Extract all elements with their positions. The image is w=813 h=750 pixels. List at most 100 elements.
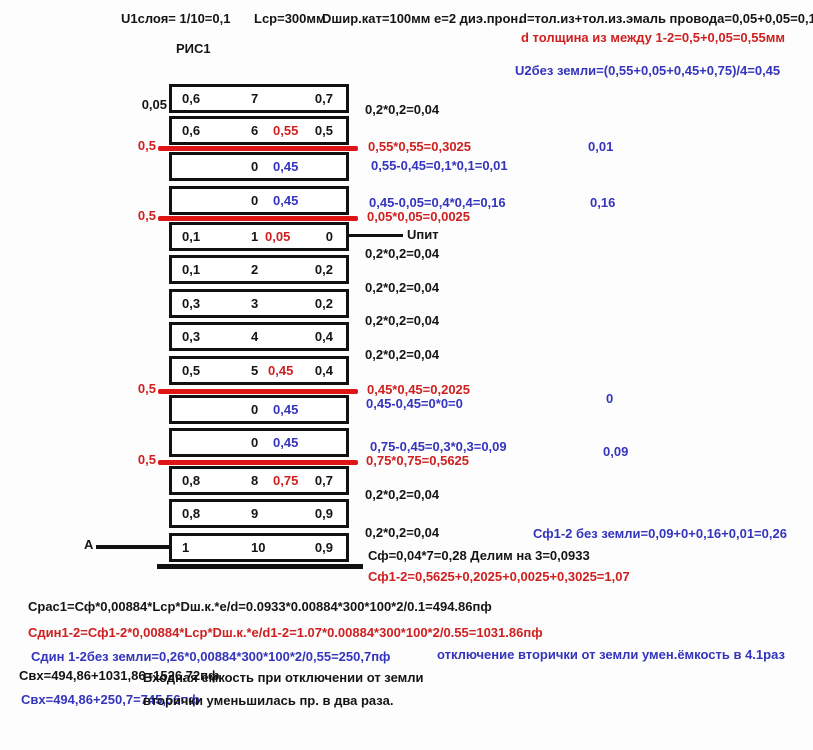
layer-value-right: 0,4: [314, 363, 333, 378]
layer-value-right: 0,5: [314, 123, 333, 138]
layer-number: 10: [251, 540, 266, 555]
layer-value-left: 0,8: [182, 506, 201, 521]
layer-value-left: 0,6: [182, 123, 201, 138]
d-thickness-note: d толщина из между 1-2=0,5+0,05=0,55мм: [521, 30, 785, 45]
half-mm-label-4: 0,5: [137, 452, 156, 467]
annotation: 0,2*0,2=0,04: [365, 487, 440, 502]
spacer-box-3: 0 0,45: [169, 395, 349, 424]
layer-value-extra: 0,75: [273, 473, 299, 488]
figure-title: РИС1: [176, 41, 211, 56]
layer-value-right: 0: [325, 229, 333, 244]
layer-value-left: 0,5: [182, 363, 201, 378]
partial-result: 0,16: [590, 195, 616, 210]
disconnect-note: отключение вторички от земли умен.ёмкост…: [437, 647, 785, 662]
annotation: 0,2*0,2=0,04: [365, 102, 440, 117]
cdyn12-formula: Сдин1-2=Сф1-2*0,00884*Lср*Dш.к.*е/d1-2=1…: [28, 625, 543, 640]
annotation: 0,55-0,45=0,1*0,1=0,01: [371, 158, 508, 173]
half-mm-label-2: 0,5: [137, 208, 156, 223]
layer-value-left: 0,3: [182, 296, 201, 311]
partial-result: 0,09: [603, 444, 629, 459]
annotation: 0,75-0,45=0,3*0,3=0,09: [370, 439, 507, 454]
layer-value-extra: 0,55: [273, 123, 299, 138]
layer-value-left: 0,8: [182, 473, 201, 488]
layer-value-extra: 0,45: [273, 193, 299, 208]
layer-box-1: 0,1 1 0,05 0: [169, 222, 349, 251]
annotation: 0,75*0,75=0,5625: [366, 453, 470, 468]
annotation: 0,2*0,2=0,04: [365, 280, 440, 295]
layer-box-5: 0,5 5 0,45 0,4: [169, 356, 349, 385]
u2-no-ground-note: U2без земли=(0,55+0,05+0,45+0,75)/4=0,45: [515, 63, 781, 78]
annotation: 0,2*0,2=0,04: [365, 246, 440, 261]
annotation: 0,55*0,55=0,3025: [368, 139, 472, 154]
layer-value-left: 1: [182, 540, 190, 555]
layer-value-right: 0,7: [314, 91, 333, 106]
annotation: 0,45-0,45=0*0=0: [366, 396, 463, 411]
layer-value-extra: 0,45: [273, 159, 299, 174]
layer-value-extra: 0,45: [268, 363, 294, 378]
layer-box-3: 0,3 3 0,2: [169, 289, 349, 318]
layer-number: 0: [251, 159, 259, 174]
layer-box-2: 0,1 2 0,2: [169, 255, 349, 284]
layer-number: 7: [251, 91, 259, 106]
cdyn12-no-ground-formula: Сдин 1-2без земли=0,26*0,00884*300*100*2…: [31, 649, 391, 664]
conclusion-note-line2: вторички уменьшилась пр. в два раза.: [143, 693, 394, 708]
layer-value-left: 0,6: [182, 91, 201, 106]
layer-value-extra: 0,05: [265, 229, 291, 244]
layer-number: 6: [251, 123, 259, 138]
lcp-label: Lср=300мм: [254, 11, 326, 26]
layer-box-6: 0,6 6 0,55 0,5: [169, 116, 349, 145]
layer-value-left: 0,1: [182, 262, 201, 277]
partial-result: 0: [606, 391, 614, 406]
layer-value-left: 0,1: [182, 229, 201, 244]
partial-result: 0,01: [588, 139, 614, 154]
d-insulation-label: d=тол.из+тол.из.эмаль провода=0,05+0,05=…: [519, 11, 813, 26]
layer-number: 2: [251, 262, 259, 277]
layer-box-7: 0,6 7 0,7: [169, 84, 349, 113]
annotation: 0,2*0,2=0,04: [365, 347, 440, 362]
layer-box-10: 1 10 0,9: [169, 533, 349, 562]
ground-line: [157, 564, 363, 569]
layer-number: 4: [251, 329, 259, 344]
cras1-formula: Срас1=Сф*0,00884*Lср*Dш.к.*е/d=0.0933*0.…: [28, 599, 492, 614]
annotation: 0,45*0,45=0,2025: [367, 382, 471, 397]
layer-number: 3: [251, 296, 259, 311]
coil-width-label: Dшир.кат=100мм: [322, 11, 431, 26]
conclusion-note-line1: Входная ёмкость при отключении от земли: [143, 670, 424, 685]
layer-box-8: 0,8 8 0,75 0,7: [169, 466, 349, 495]
spacer-box-1: 0 0,45: [169, 152, 349, 181]
cvx-formula: Свх=494,86+1031,86=1526,72пф: [19, 668, 220, 683]
a-lead-line: [96, 545, 169, 549]
gap-thickness-label: 0,05: [141, 97, 167, 112]
half-mm-label-1: 0,5: [137, 138, 156, 153]
layer-number: 1: [251, 229, 259, 244]
layer-number: 0: [251, 402, 259, 417]
cf12-no-ground-formula: Сф1-2 без земли=0,09+0+0,16+0,01=0,26: [533, 526, 787, 541]
layer-value-left: 0,3: [182, 329, 201, 344]
upit-lead-line: [349, 234, 403, 237]
insulation-line-2: [158, 216, 358, 221]
layer-number: 5: [251, 363, 259, 378]
cvx-no-ground-formula: Свх=494,86+250,7=745,56пф: [21, 692, 200, 707]
layer-box-4: 0,3 4 0,4: [169, 322, 349, 351]
layer-number: 0: [251, 193, 259, 208]
layer-number: 9: [251, 506, 259, 521]
annotation: 0,45-0,05=0,4*0,4=0,16: [369, 195, 506, 210]
layer-value-right: 0,7: [314, 473, 333, 488]
permittivity-label: е=2 диэ.прон.: [434, 11, 522, 26]
insulation-line-3: [158, 389, 358, 394]
annotation: 0,2*0,2=0,04: [365, 525, 440, 540]
upit-label: Uпит: [407, 227, 439, 242]
spacer-box-2: 0 0,45: [169, 186, 349, 215]
u1-layer-label: U1слоя= 1/10=0,1: [121, 11, 231, 26]
layer-number: 0: [251, 435, 259, 450]
annotation: 0,05*0,05=0,0025: [367, 209, 471, 224]
cf12-total-formula: Сф1-2=0,5625+0,2025+0,0025+0,3025=1,07: [368, 569, 630, 584]
layer-box-9: 0,8 9 0,9: [169, 499, 349, 528]
layer-value-right: 0,2: [314, 262, 333, 277]
layer-value-right: 0,4: [314, 329, 333, 344]
terminal-a-label: A: [84, 537, 94, 552]
insulation-line-1: [158, 146, 358, 151]
spacer-box-4: 0 0,45: [169, 428, 349, 457]
layer-value-right: 0,9: [314, 506, 333, 521]
